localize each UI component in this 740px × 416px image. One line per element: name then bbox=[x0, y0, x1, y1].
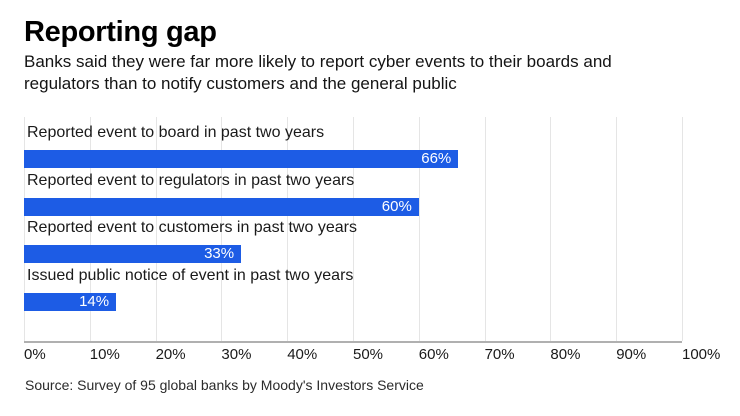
bar-value-label: 60% bbox=[381, 197, 412, 215]
x-tick-label: 70% bbox=[484, 346, 515, 363]
bar: 33% bbox=[24, 245, 242, 264]
chart-subtitle-line-1: Banks said they were far more likely to … bbox=[24, 52, 612, 71]
gridline-100 bbox=[682, 117, 683, 341]
bar-value-label: 14% bbox=[79, 293, 110, 311]
x-axis: 0% 10% 20% 30% 40% 50% 60% 70% 80% 90% 100% bbox=[24, 345, 720, 365]
plot-area: Reported event to board in past two year… bbox=[24, 117, 683, 343]
x-tick-label: 60% bbox=[418, 346, 449, 363]
chart-subtitle: Banks said they were far more likely to … bbox=[24, 51, 612, 95]
gridline-80 bbox=[550, 117, 552, 341]
x-tick-label: 0% bbox=[24, 346, 46, 363]
gridline-30 bbox=[221, 117, 223, 341]
gridline-50 bbox=[353, 117, 354, 341]
chart-title: Reporting gap bbox=[24, 16, 217, 48]
chart-subtitle-line-2: regulators than to notify customers and … bbox=[24, 74, 457, 93]
x-tick-label: 40% bbox=[287, 346, 318, 363]
bar-value-label: 66% bbox=[421, 150, 452, 167]
gridline-90 bbox=[616, 117, 618, 341]
gridline-10 bbox=[89, 117, 91, 341]
gridline-20 bbox=[155, 117, 157, 341]
bar-category-label: Reported event to customers in past two … bbox=[27, 219, 357, 237]
x-tick-label: 80% bbox=[550, 346, 581, 363]
bar: 66% bbox=[24, 150, 459, 168]
bar-value-label: 33% bbox=[204, 245, 235, 263]
x-tick-label: 10% bbox=[89, 346, 120, 363]
x-tick-label: 20% bbox=[155, 346, 186, 363]
gridline-70 bbox=[484, 117, 486, 341]
bar-category-label: Issued public notice of event in past tw… bbox=[27, 267, 354, 285]
bar: 14% bbox=[24, 293, 117, 312]
gridline-40 bbox=[287, 117, 289, 341]
bar-category-label: Reported event to board in past two year… bbox=[27, 124, 325, 141]
x-tick-label: 100% bbox=[682, 346, 721, 363]
bar-category-label: Reported event to regulators in past two… bbox=[27, 171, 355, 189]
gridline-0 bbox=[24, 117, 25, 341]
source-note: Source: Survey of 95 global banks by Moo… bbox=[25, 377, 424, 393]
gridline-60 bbox=[418, 117, 420, 341]
x-tick-label: 90% bbox=[616, 346, 647, 363]
bar: 60% bbox=[24, 197, 419, 216]
x-tick-label: 30% bbox=[221, 346, 252, 363]
x-tick-label: 50% bbox=[353, 346, 384, 363]
